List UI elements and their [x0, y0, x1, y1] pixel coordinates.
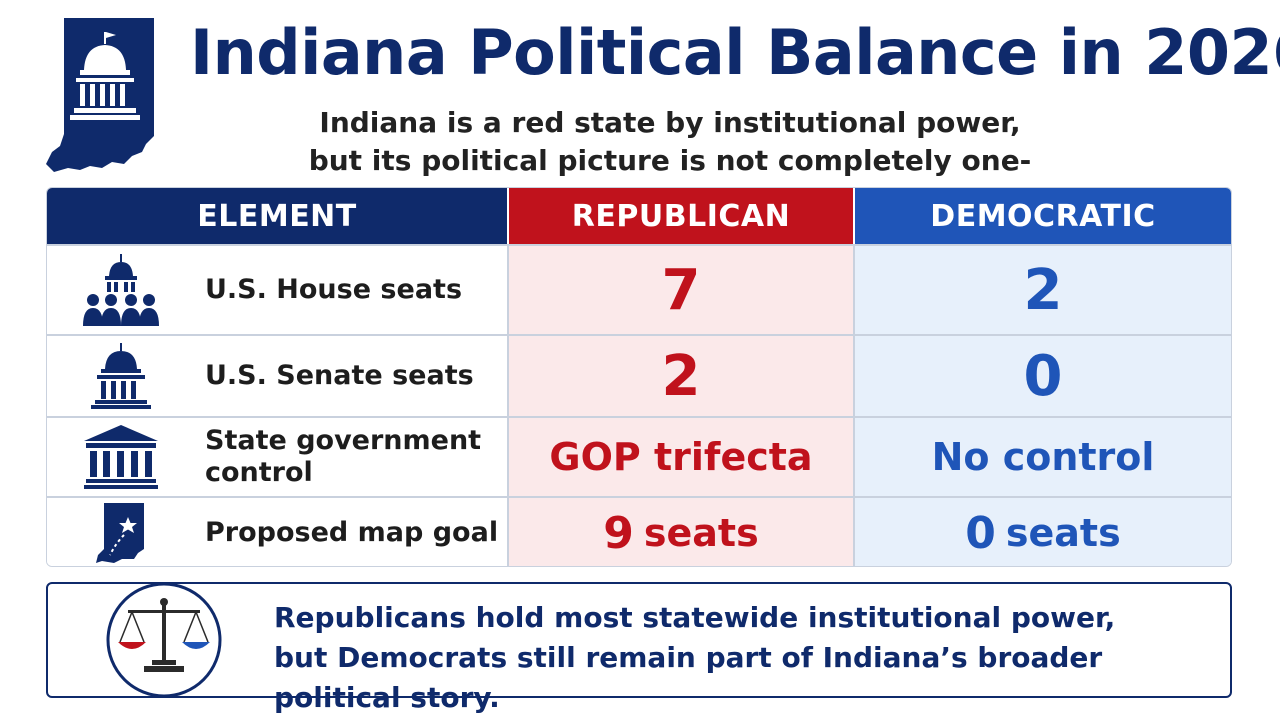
republican-house-number: 7: [661, 257, 701, 323]
statehouse-icon: [81, 417, 161, 497]
comparison-table: ELEMENT REPUBLICAN DEMOCRATIC: [46, 187, 1232, 567]
republican-value-senate: 2: [507, 336, 853, 416]
element-label-map-goal: Proposed map goal: [205, 517, 499, 548]
element-label-state-government: State government control: [205, 425, 481, 489]
table-row: Proposed map goal 9 seats 0 seats: [47, 496, 1231, 566]
democratic-house-number: 2: [1023, 257, 1063, 323]
table-header-row: ELEMENT REPUBLICAN DEMOCRATIC: [47, 188, 1231, 244]
header-element: ELEMENT: [47, 188, 507, 244]
table-row: U.S. Senate seats 2 0: [47, 334, 1231, 416]
page-title: Indiana Political Balance in 2026: [190, 16, 1280, 89]
republican-value-map-goal: 9 seats: [507, 498, 853, 566]
democratic-map-unit: seats: [1005, 511, 1121, 555]
summary-line-2: but Democrats still remain part of India…: [274, 641, 1103, 714]
republican-map-number: 9: [603, 507, 634, 559]
element-cell: U.S. Senate seats: [47, 336, 507, 416]
republican-value-house: 7: [507, 246, 853, 334]
page-subtitle: Indiana is a red state by institutional …: [270, 104, 1070, 218]
element-label-senate: U.S. Senate seats: [205, 360, 474, 391]
democratic-value-house: 2: [853, 246, 1231, 334]
subtitle-line-1: Indiana is a red state by institutional …: [319, 106, 1021, 139]
democratic-value-state-government: No control: [853, 418, 1231, 496]
democratic-senate-number: 0: [1023, 343, 1063, 409]
scales-icon: [104, 580, 224, 700]
summary-line-1: Republicans hold most statewide institut…: [274, 601, 1116, 634]
summary-box: Republicans hold most statewide institut…: [46, 580, 1232, 714]
header-republican: REPUBLICAN: [507, 188, 853, 244]
republican-state-control-text: GOP trifecta: [549, 435, 813, 479]
header-democratic: DEMOCRATIC: [853, 188, 1231, 244]
table-row: State government control GOP trifecta No…: [47, 416, 1231, 496]
democratic-map-number: 0: [965, 507, 996, 559]
element-cell: State government control: [47, 418, 507, 496]
republican-map-unit: seats: [643, 511, 759, 555]
element-cell: U.S. House seats: [47, 246, 507, 334]
element-label-house: U.S. House seats: [205, 274, 463, 305]
house-seats-icon: [81, 250, 161, 330]
subtitle-line-2: but its political picture is not complet…: [308, 144, 1032, 215]
republican-senate-number: 2: [661, 343, 701, 409]
table-row: U.S. House seats 7 2: [47, 244, 1231, 334]
summary-text: Republicans hold most statewide institut…: [274, 598, 1214, 718]
indiana-map-icon: [81, 493, 161, 566]
capitol-icon: [81, 336, 161, 416]
democratic-value-senate: 0: [853, 336, 1231, 416]
republican-value-state-government: GOP trifecta: [507, 418, 853, 496]
democratic-state-control-text: No control: [931, 435, 1155, 479]
element-cell: Proposed map goal: [47, 498, 507, 566]
indiana-capitol-logo-icon: [46, 18, 158, 172]
state-government-line-1: State government: [205, 425, 482, 456]
state-government-line-2: control: [205, 457, 313, 488]
democratic-value-map-goal: 0 seats: [853, 498, 1231, 566]
